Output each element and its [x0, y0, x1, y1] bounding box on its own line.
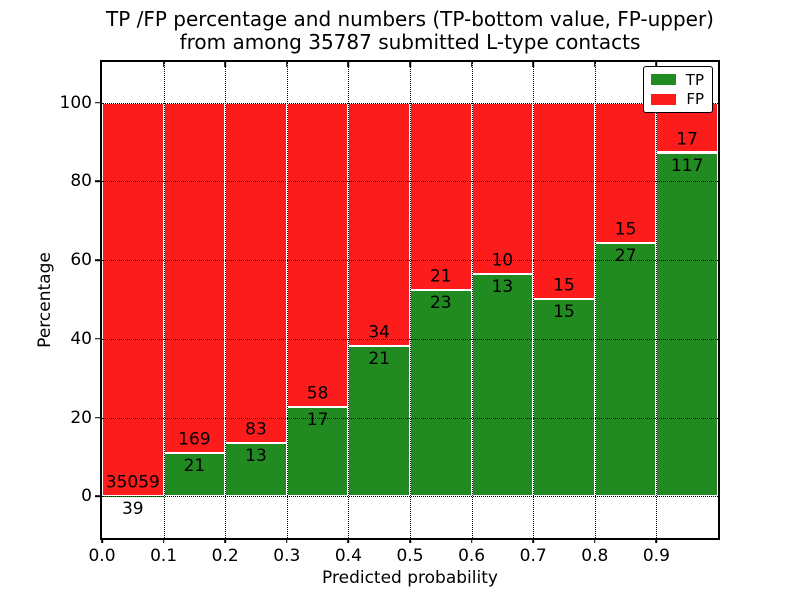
y-tick-label: 40 [70, 328, 92, 349]
fp-count-label: 35059 [105, 472, 160, 493]
y-tick-label: 20 [70, 407, 92, 428]
tp-count-label: 21 [183, 455, 206, 476]
fp-count-label: 10 [491, 250, 514, 271]
x-tick-label: 0.6 [458, 546, 486, 566]
x-axis-tick [224, 538, 226, 543]
legend: TP FP [643, 66, 713, 113]
y-tick-label: 60 [70, 250, 92, 271]
x-tick-label: 0.5 [396, 546, 424, 566]
plot-area: 35059 39 169 21 83 13 58 17 34 21 21 23 10 13 15 15 15 27… [60, 60, 720, 566]
x-axis-tick [286, 538, 288, 543]
tp-count-label: 13 [491, 276, 514, 297]
legend-label-fp: FP [686, 90, 704, 109]
grid-layer [102, 62, 718, 538]
fp-count-label: 83 [245, 419, 267, 440]
annotations-layer: 35059 39 169 21 83 13 58 17 34 21 21 23 10 13 15 15 15 27… [102, 62, 718, 538]
x-tick-label: 0.2 [211, 546, 239, 566]
x-tick-label: 0.7 [519, 546, 547, 566]
tp-count-label: 39 [121, 498, 144, 519]
tp-bar-segment [410, 290, 472, 497]
x-axis-tick [347, 538, 350, 543]
chart-title-line1: TP /FP percentage and numbers (TP-bottom… [106, 7, 714, 31]
tp-count-label: 17 [306, 410, 329, 431]
fp-count-label: 15 [553, 275, 575, 296]
y-axis-label: Percentage [35, 252, 55, 348]
fp-count-label: 58 [306, 383, 329, 404]
x-axis-tick [470, 538, 473, 543]
y-tick-label: 80 [70, 171, 92, 192]
x-axis-tick [655, 538, 658, 543]
y-axis-tick [95, 495, 100, 498]
bars-layer [102, 62, 718, 538]
fp-color-swatch [651, 93, 676, 105]
x-tick-label: 0.4 [334, 546, 362, 566]
vertical-gridline [410, 62, 411, 538]
fp-count-label: 15 [614, 219, 637, 240]
x-axis-label: Predicted probability [322, 568, 498, 588]
tp-bar-segment [533, 299, 595, 497]
chart-title-line2: from among 35787 submitted L-type contac… [179, 30, 641, 54]
y-axis-tick [95, 180, 100, 183]
x-axis-tick [532, 538, 534, 543]
fp-bar-segment [471, 102, 534, 274]
tp-bar-segment [594, 243, 657, 497]
tp-count-label: 15 [553, 302, 575, 323]
x-axis-tick [409, 538, 411, 543]
vertical-gridline [594, 62, 596, 538]
legend-label-tp: TP [685, 70, 704, 89]
y-axis-tick [95, 416, 100, 419]
vertical-gridline [471, 62, 473, 538]
tp-count-label: 27 [614, 246, 637, 267]
x-tick-label: 0.0 [88, 546, 116, 566]
y-tick-label: 0 [81, 486, 92, 507]
tp-count-label: 117 [670, 155, 704, 176]
vertical-gridline [225, 62, 227, 538]
fp-count-label: 169 [178, 429, 211, 450]
y-axis-tick [95, 259, 100, 261]
fp-count-label: 17 [676, 128, 699, 149]
fp-bar-segment [594, 102, 657, 244]
x-tick-label: 0.3 [273, 546, 301, 566]
x-axis-tick [162, 538, 165, 543]
vertical-gridline [533, 62, 535, 538]
vertical-gridline [163, 62, 165, 538]
tp-bar-segment [163, 452, 226, 497]
fp-bar-segment [163, 102, 226, 453]
vertical-gridline [286, 62, 288, 538]
tp-count-label: 23 [429, 293, 452, 314]
x-tick-label: 0.8 [581, 546, 609, 566]
y-axis-tick [95, 101, 100, 104]
x-tick-label: 0.9 [642, 546, 670, 566]
y-tick-label: 100 [59, 92, 92, 113]
tp-count-label: 13 [245, 445, 267, 466]
x-axis-tick [594, 538, 596, 543]
vertical-gridline [348, 62, 350, 538]
y-axis-tick [95, 337, 100, 340]
x-axis-tick [101, 538, 103, 543]
tp-bar-segment [656, 152, 718, 497]
legend-item-tp: TP [651, 71, 704, 89]
fp-bar-segment [348, 102, 410, 346]
chart-title: TP /FP percentage and numbers (TP-bottom… [100, 8, 720, 54]
fp-bar-segment [102, 102, 164, 496]
tp-count-label: 21 [368, 348, 391, 369]
tp-color-swatch [651, 74, 676, 86]
legend-item-fp: FP [651, 90, 704, 108]
vertical-gridline [656, 62, 658, 538]
x-tick-label: 0.1 [150, 546, 178, 566]
fp-count-label: 21 [429, 266, 452, 287]
fp-count-label: 34 [368, 322, 391, 343]
fp-bar-segment [533, 102, 595, 300]
